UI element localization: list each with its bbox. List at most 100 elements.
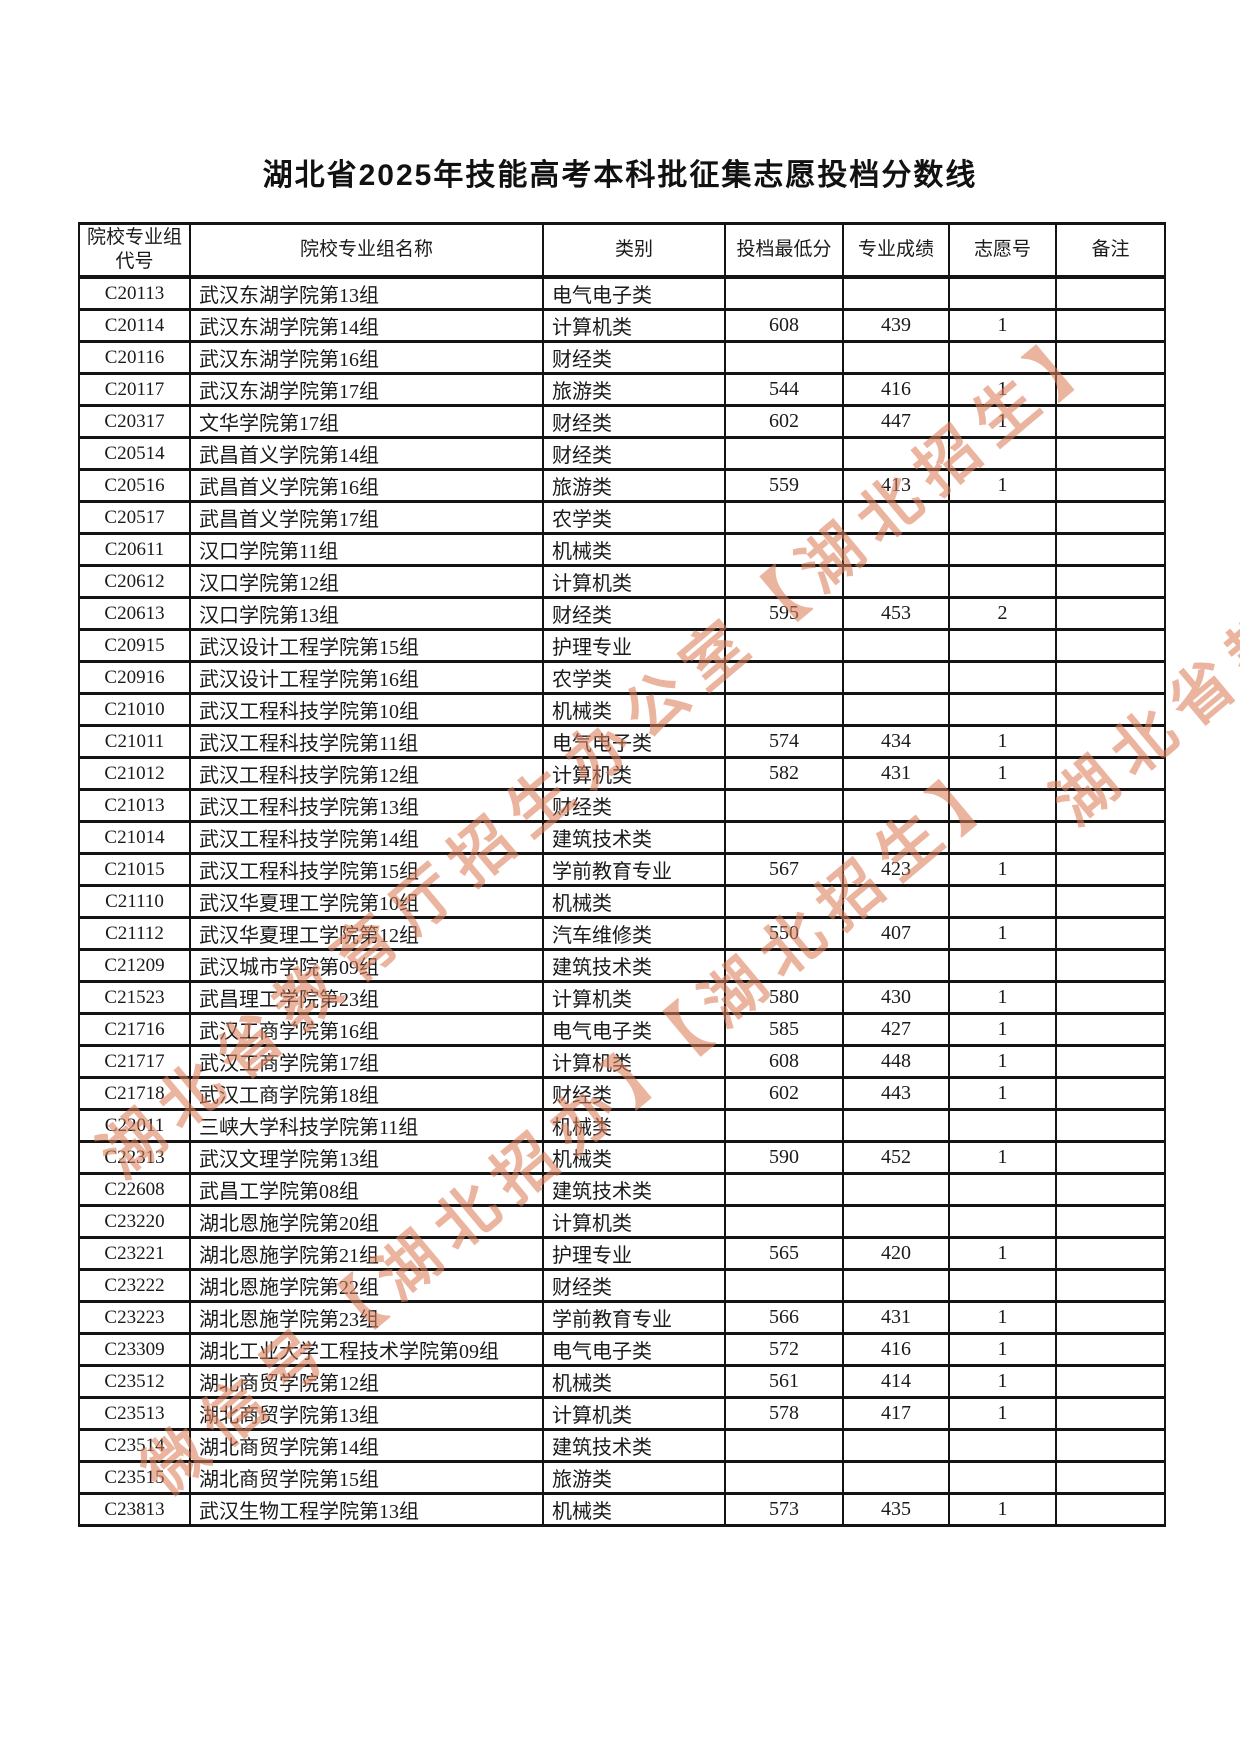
cell-preference: 1 bbox=[948, 852, 1057, 887]
cell-category: 电气电子类 bbox=[542, 724, 726, 759]
cell-min-score bbox=[724, 340, 844, 375]
table-row: C20915 武汉设计工程学院第15组 护理专业 bbox=[78, 628, 1166, 663]
cell-min-score: 608 bbox=[724, 1044, 844, 1079]
cell-code: C20612 bbox=[78, 564, 191, 599]
cell-preference bbox=[948, 532, 1057, 567]
cell-code: C23221 bbox=[78, 1236, 191, 1271]
table-body: C20113 武汉东湖学院第13组 电气电子类 C20114 武汉东湖学院第14组 计算机… bbox=[78, 275, 1166, 1527]
cell-name: 武昌首义学院第17组 bbox=[189, 500, 544, 535]
cell-remark bbox=[1055, 564, 1166, 599]
cell-code: C20916 bbox=[78, 660, 191, 695]
table-row: C21717 武汉工商学院第17组 计算机类 608 448 1 bbox=[78, 1044, 1166, 1079]
cell-name: 武汉工商学院第17组 bbox=[189, 1044, 544, 1079]
cell-preference: 1 bbox=[948, 724, 1057, 759]
cell-remark bbox=[1055, 436, 1166, 471]
table-row: C21110 武汉华夏理工学院第10组 机械类 bbox=[78, 884, 1166, 919]
cell-min-score bbox=[724, 564, 844, 599]
cell-code: C21015 bbox=[78, 852, 191, 887]
cell-min-score bbox=[724, 1172, 844, 1207]
cell-remark bbox=[1055, 980, 1166, 1015]
cell-min-score bbox=[724, 1108, 844, 1143]
cell-category: 旅游类 bbox=[542, 372, 726, 407]
cell-name: 汉口学院第11组 bbox=[189, 532, 544, 567]
cell-preference bbox=[948, 1204, 1057, 1239]
cell-category: 机械类 bbox=[542, 692, 726, 727]
cell-major-score: 416 bbox=[842, 372, 950, 407]
cell-name: 武汉设计工程学院第16组 bbox=[189, 660, 544, 695]
table-row: C20116 武汉东湖学院第16组 财经类 bbox=[78, 340, 1166, 375]
table-row: C21209 武汉城市学院第09组 建筑技术类 bbox=[78, 948, 1166, 983]
cell-name: 湖北商贸学院第13组 bbox=[189, 1396, 544, 1431]
cell-category: 计算机类 bbox=[542, 564, 726, 599]
cell-remark bbox=[1055, 660, 1166, 695]
table-row: C21716 武汉工商学院第16组 电气电子类 585 427 1 bbox=[78, 1012, 1166, 1047]
table-row: C23223 湖北恩施学院第23组 学前教育专业 566 431 1 bbox=[78, 1300, 1166, 1335]
cell-major-score: 427 bbox=[842, 1012, 950, 1047]
cell-preference: 1 bbox=[948, 1492, 1057, 1527]
cell-major-score bbox=[842, 500, 950, 535]
cell-code: C21013 bbox=[78, 788, 191, 823]
cell-preference: 1 bbox=[948, 756, 1057, 791]
cell-min-score bbox=[724, 1204, 844, 1239]
table-row: C20114 武汉东湖学院第14组 计算机类 608 439 1 bbox=[78, 308, 1166, 343]
cell-name: 湖北商贸学院第12组 bbox=[189, 1364, 544, 1399]
cell-preference bbox=[948, 1172, 1057, 1207]
cell-category: 计算机类 bbox=[542, 1396, 726, 1431]
cell-name: 武汉工程科技学院第12组 bbox=[189, 756, 544, 791]
cell-name: 湖北商贸学院第14组 bbox=[189, 1428, 544, 1463]
cell-major-score bbox=[842, 564, 950, 599]
cell-major-score bbox=[842, 1204, 950, 1239]
cell-min-score bbox=[724, 660, 844, 695]
cell-preference bbox=[948, 820, 1057, 855]
cell-name: 湖北恩施学院第22组 bbox=[189, 1268, 544, 1303]
cell-preference bbox=[948, 1108, 1057, 1143]
cell-remark bbox=[1055, 916, 1166, 951]
cell-category: 财经类 bbox=[542, 404, 726, 439]
cell-remark bbox=[1055, 1460, 1166, 1495]
table-row: C23309 湖北工业大学工程技术学院第09组 电气电子类 572 416 1 bbox=[78, 1332, 1166, 1367]
table-row: C23221 湖北恩施学院第21组 护理专业 565 420 1 bbox=[78, 1236, 1166, 1271]
cell-min-score bbox=[724, 1268, 844, 1303]
cell-min-score bbox=[724, 1428, 844, 1463]
cell-code: C20117 bbox=[78, 372, 191, 407]
page-title: 湖北省2025年技能高考本科批征集志愿投档分数线 bbox=[262, 159, 978, 192]
cell-category: 计算机类 bbox=[542, 756, 726, 791]
cell-major-score: 439 bbox=[842, 308, 950, 343]
cell-code: C22608 bbox=[78, 1172, 191, 1207]
cell-preference: 1 bbox=[948, 1396, 1057, 1431]
cell-preference: 1 bbox=[948, 916, 1057, 951]
cell-category: 电气电子类 bbox=[542, 1012, 726, 1047]
cell-remark bbox=[1055, 372, 1166, 407]
cell-name: 湖北恩施学院第20组 bbox=[189, 1204, 544, 1239]
cell-preference: 1 bbox=[948, 468, 1057, 503]
cell-major-score: 447 bbox=[842, 404, 950, 439]
table-row: C23513 湖北商贸学院第13组 计算机类 578 417 1 bbox=[78, 1396, 1166, 1431]
cell-min-score bbox=[724, 948, 844, 983]
cell-code: C21718 bbox=[78, 1076, 191, 1111]
cell-category: 机械类 bbox=[542, 532, 726, 567]
cell-major-score: 413 bbox=[842, 468, 950, 503]
cell-preference: 2 bbox=[948, 596, 1057, 631]
cell-major-score: 417 bbox=[842, 1396, 950, 1431]
cell-min-score: 585 bbox=[724, 1012, 844, 1047]
cell-name: 武汉工程科技学院第14组 bbox=[189, 820, 544, 855]
cell-remark bbox=[1055, 1140, 1166, 1175]
cell-code: C20116 bbox=[78, 340, 191, 375]
table-row: C22313 武汉文理学院第13组 机械类 590 452 1 bbox=[78, 1140, 1166, 1175]
cell-remark bbox=[1055, 1300, 1166, 1335]
cell-code: C21716 bbox=[78, 1012, 191, 1047]
cell-major-score bbox=[842, 436, 950, 471]
cell-name: 湖北商贸学院第15组 bbox=[189, 1460, 544, 1495]
table-row: C22011 三峡大学科技学院第11组 机械类 bbox=[78, 1108, 1166, 1143]
cell-remark bbox=[1055, 756, 1166, 791]
cell-remark bbox=[1055, 1396, 1166, 1431]
cell-category: 建筑技术类 bbox=[542, 1172, 726, 1207]
cell-major-score: 431 bbox=[842, 1300, 950, 1335]
cell-preference: 1 bbox=[948, 1012, 1057, 1047]
cell-min-score bbox=[724, 884, 844, 919]
cell-major-score: 423 bbox=[842, 852, 950, 887]
cell-name: 汉口学院第13组 bbox=[189, 596, 544, 631]
cell-category: 学前教育专业 bbox=[542, 852, 726, 887]
cell-code: C20915 bbox=[78, 628, 191, 663]
cell-name: 武昌首义学院第14组 bbox=[189, 436, 544, 471]
